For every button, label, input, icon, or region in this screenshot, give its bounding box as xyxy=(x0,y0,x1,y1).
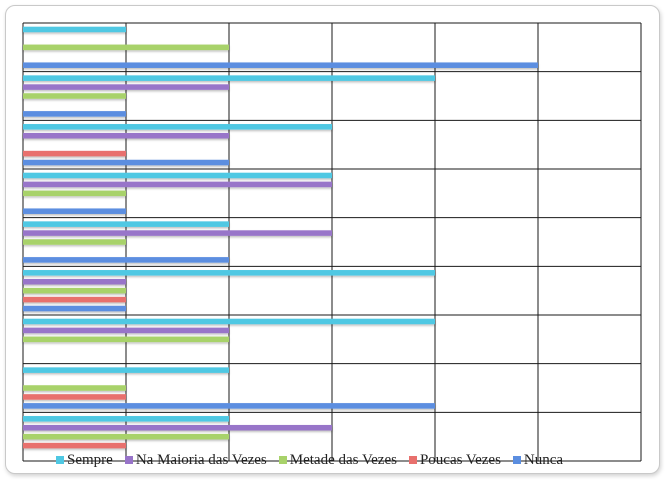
legend-swatch xyxy=(56,456,64,464)
legend-item: Poucas Vezes xyxy=(408,451,501,469)
bar xyxy=(23,84,229,90)
bar xyxy=(23,208,126,214)
bar xyxy=(23,62,538,68)
bars xyxy=(23,26,538,449)
bar xyxy=(23,278,126,285)
bar xyxy=(23,132,229,139)
bar xyxy=(23,75,435,81)
bar xyxy=(23,26,126,33)
legend-label: Sempre xyxy=(67,451,113,468)
bar xyxy=(23,230,332,236)
bar xyxy=(23,416,229,422)
legend-label: Nunca xyxy=(523,451,564,468)
bar xyxy=(23,159,229,166)
legend-label: Poucas Vezes xyxy=(419,451,501,468)
bar xyxy=(23,433,229,440)
bar xyxy=(23,424,332,431)
legend-item: Metade das Vezes xyxy=(278,451,397,469)
legend: Sempre Na Maioria das Vezes Metade das Vez… xyxy=(56,450,656,470)
bar xyxy=(23,172,332,179)
bar xyxy=(23,190,126,197)
bar xyxy=(23,367,229,373)
legend-swatch xyxy=(512,456,521,464)
bar xyxy=(23,111,126,117)
legend-swatch xyxy=(278,456,287,464)
legend-item: Na Maioria das Vezes xyxy=(124,451,267,469)
legend-item: Nunca xyxy=(512,451,564,469)
bar xyxy=(23,296,126,303)
legend-swatch xyxy=(408,456,417,464)
legend-label: Na Maioria das Vezes xyxy=(135,451,267,468)
bar xyxy=(23,257,229,263)
bar xyxy=(23,327,229,334)
bar xyxy=(23,44,229,51)
legend-swatch xyxy=(124,456,133,464)
bar xyxy=(23,336,229,343)
bar xyxy=(23,150,126,157)
bar-chart xyxy=(22,22,642,462)
bar xyxy=(23,305,126,312)
bar xyxy=(23,318,435,325)
bar xyxy=(23,181,332,188)
bar xyxy=(23,221,229,227)
bar xyxy=(23,93,126,99)
bar xyxy=(23,403,435,409)
bar xyxy=(23,385,126,391)
bar xyxy=(23,239,126,245)
legend-item: Sempre xyxy=(56,452,113,469)
bar xyxy=(23,394,126,400)
legend-label: Metade das Vezes xyxy=(289,451,397,468)
bar xyxy=(23,287,126,294)
bar xyxy=(23,124,332,130)
bar xyxy=(23,270,435,276)
bar xyxy=(23,442,126,449)
chart-frame: Sempre Na Maioria das Vezes Metade das Vez… xyxy=(5,5,660,474)
